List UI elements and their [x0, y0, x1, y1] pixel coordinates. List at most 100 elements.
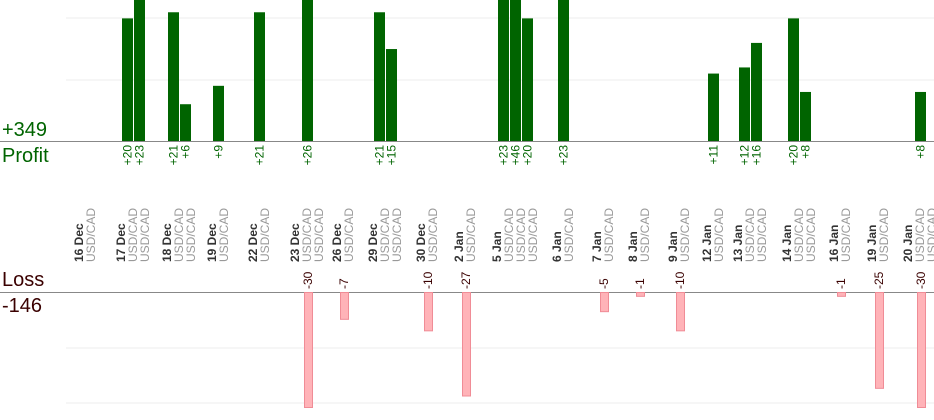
day-date-label: 17 Dec: [114, 223, 128, 262]
day-pair-label: USD/CAD: [792, 208, 806, 262]
day-pair-label: USD/CAD: [712, 208, 726, 262]
profit-bar-label: +26: [301, 145, 315, 166]
day-pair-label: USD/CAD: [755, 208, 769, 262]
day-pair-label: USD/CAD: [502, 208, 516, 262]
loss-bar: [676, 292, 685, 332]
profit-bar: [915, 91, 926, 141]
loss-bar-label: -1: [834, 278, 848, 289]
loss-bar: [462, 292, 471, 397]
day-pair-label: USD/CAD: [390, 208, 404, 262]
profit-bar: [374, 12, 385, 142]
profit-bar: [739, 67, 750, 141]
profit-bar-label: +11: [707, 145, 721, 165]
profit-bar: [708, 73, 719, 141]
day-date-label: 5 Jan: [490, 231, 504, 262]
day-pair-label: USD/CAD: [877, 208, 891, 262]
day-date-label: 22 Dec: [246, 223, 260, 262]
day-pair-label: USD/CAD: [126, 208, 140, 262]
day-pair-label: USD/CAD: [743, 208, 757, 262]
day-pair-label: USD/CAD: [84, 208, 98, 262]
profit-total: +349: [2, 119, 48, 141]
profit-bar-label: +23: [133, 145, 147, 166]
day-date-label: 16 Jan: [827, 225, 841, 262]
profit-bar: [213, 85, 224, 141]
day-pair-label: USD/CAD: [258, 208, 272, 262]
loss-bar: [837, 292, 846, 297]
profit-bar: [522, 18, 533, 141]
day-date-label: 9 Jan: [666, 231, 680, 262]
loss-bar: [304, 292, 313, 408]
profit-bar: [510, 0, 521, 141]
day-date-label: 19 Jan: [865, 225, 879, 262]
profit-bar-label: +20: [521, 145, 535, 166]
loss-bar-label: -5: [597, 278, 611, 289]
profit-bar: [386, 49, 397, 141]
day-date-label: 8 Jan: [626, 231, 640, 262]
profit-bar: [302, 0, 313, 141]
loss-bar-label: -10: [673, 271, 687, 289]
loss-bar: [600, 292, 609, 313]
day-pair-label: USD/CAD: [342, 208, 356, 262]
profit-bar-label: +23: [497, 145, 511, 166]
day-date-label: 18 Dec: [160, 223, 174, 262]
day-date-label: 29 Dec: [366, 223, 380, 262]
day-pair-label: USD/CAD: [839, 208, 853, 262]
day-pair-label: USD/CAD: [300, 208, 314, 262]
loss-bar: [917, 292, 926, 408]
loss-bar: [636, 292, 645, 297]
profit-bar: [558, 0, 569, 141]
loss-bar-label: -30: [301, 271, 315, 289]
day-date-label: 2 Jan: [452, 231, 466, 262]
profit-bar: [122, 18, 133, 141]
profit-bar-label: +20: [121, 145, 135, 166]
day-pair-label: USD/CAD: [526, 208, 540, 262]
day-date-label: 12 Jan: [700, 225, 714, 262]
day-pair-label: USD/CAD: [804, 208, 818, 262]
profit-bar: [800, 91, 811, 141]
loss-bar-label: -7: [337, 278, 351, 289]
profit-bar: [168, 12, 179, 142]
profit-bar-label: +9: [212, 145, 226, 159]
day-date-label: 16 Dec: [72, 223, 86, 262]
loss-bar-label: -27: [459, 271, 473, 289]
profit-bar: [498, 0, 509, 141]
day-date-label: 14 Jan: [780, 225, 794, 262]
profit-bar: [751, 42, 762, 142]
day-date-label: 26 Dec: [330, 223, 344, 262]
day-date-label: 20 Jan: [901, 225, 915, 262]
day-pair-label: USD/CAD: [678, 208, 692, 262]
day-date-label: 7 Jan: [590, 231, 604, 262]
day-date-label: 23 Dec: [288, 223, 302, 262]
loss-bar: [424, 292, 433, 332]
day-pair-label: USD/CAD: [426, 208, 440, 262]
day-date-label: 19 Dec: [205, 223, 219, 262]
profit-bar-label: +16: [750, 145, 764, 166]
loss-bar: [875, 292, 884, 389]
day-pair-label: USD/CAD: [312, 208, 326, 262]
day-pair-label: USD/CAD: [602, 208, 616, 262]
loss-label: Loss: [2, 269, 45, 291]
profit-bar-label: +21: [253, 145, 267, 166]
profit-bar-label: +8: [799, 145, 813, 159]
day-date-label: 13 Jan: [731, 225, 745, 262]
day-pair-label: USD/CAD: [925, 208, 934, 262]
profit-bar: [134, 0, 145, 141]
day-pair-label: USD/CAD: [913, 208, 927, 262]
day-pair-label: USD/CAD: [184, 208, 198, 262]
profit-bar-label: +21: [373, 145, 387, 166]
loss-bar-label: -30: [914, 271, 928, 289]
day-pair-label: USD/CAD: [464, 208, 478, 262]
profit-bar-label: +15: [385, 145, 399, 166]
day-pair-label: USD/CAD: [172, 208, 186, 262]
profit-bar-label: +6: [179, 145, 193, 159]
profit-bar: [788, 18, 799, 141]
day-pair-label: USD/CAD: [217, 208, 231, 262]
day-pair-label: USD/CAD: [138, 208, 152, 262]
loss-total: -146: [2, 295, 43, 317]
loss-bar-label: -25: [872, 271, 886, 289]
profit-bar-label: +23: [557, 145, 571, 166]
profit-label: Profit: [2, 145, 49, 167]
profit-bar: [180, 104, 191, 141]
profit-bar-label: +20: [787, 145, 801, 166]
